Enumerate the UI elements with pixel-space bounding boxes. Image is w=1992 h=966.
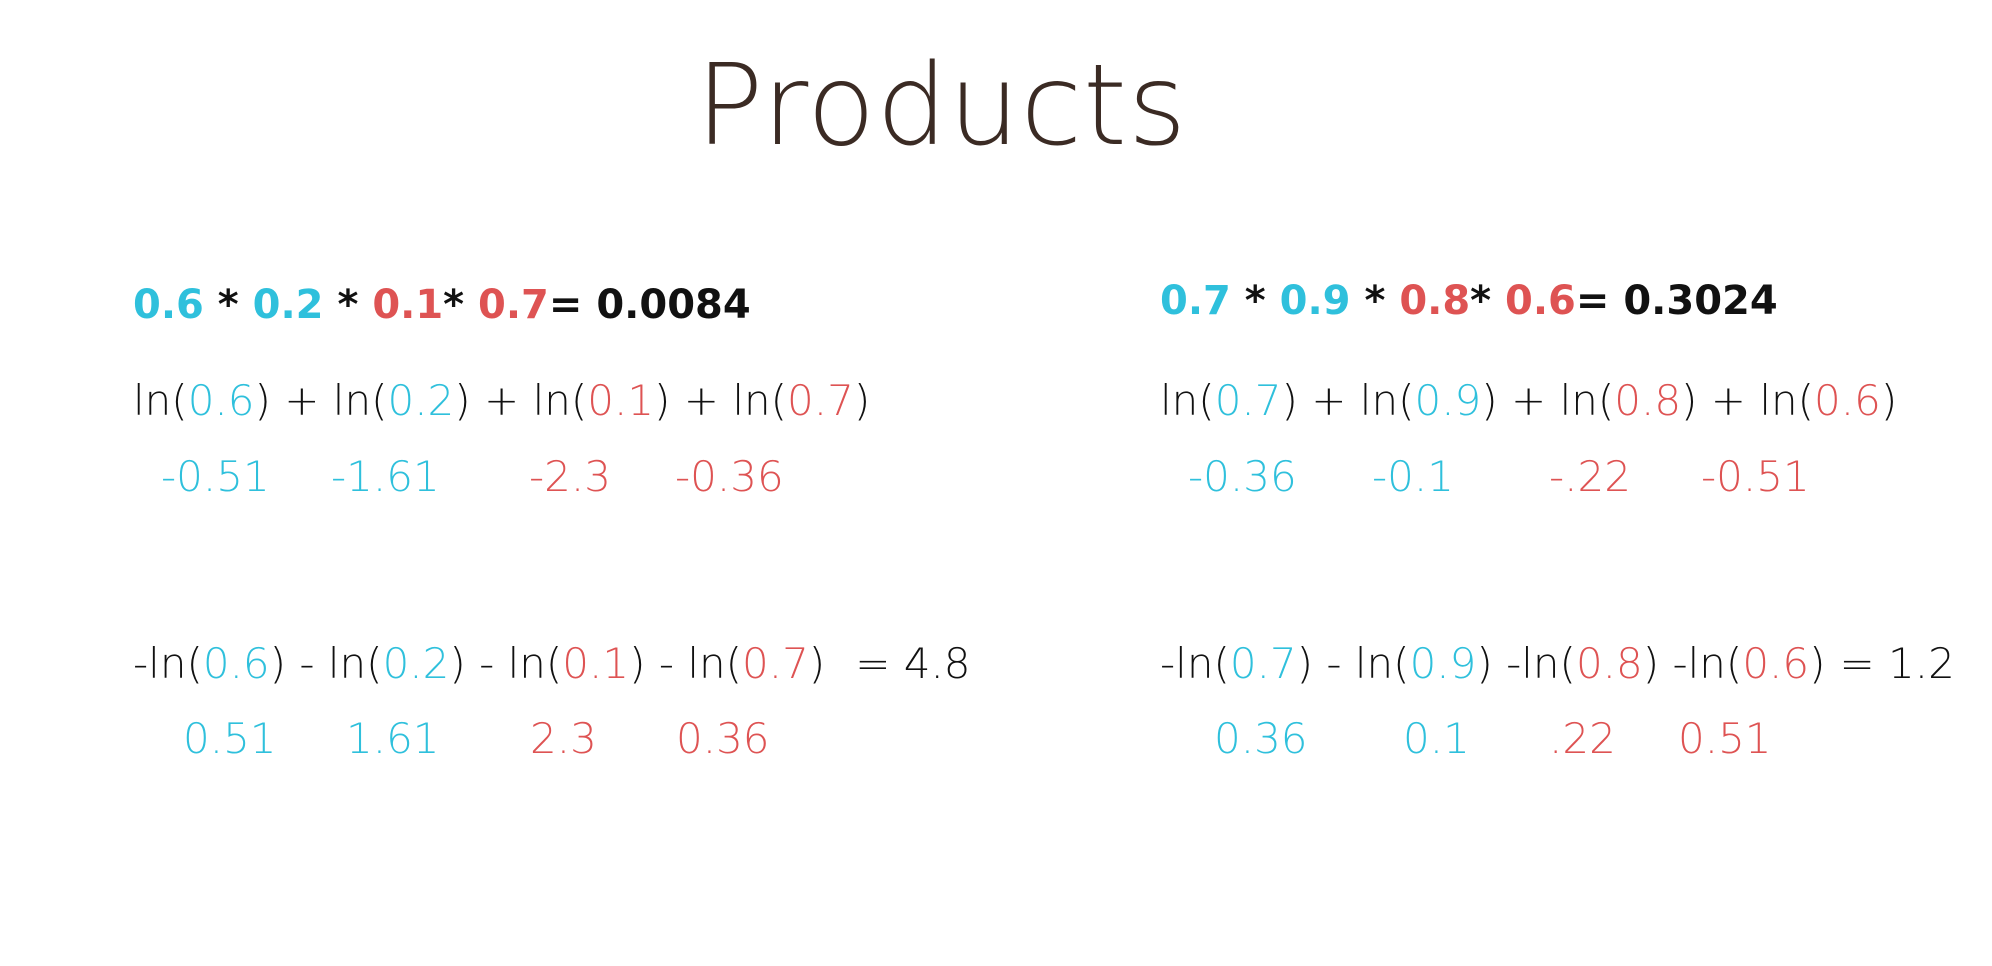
neg-log-term: 0.6 xyxy=(202,639,270,688)
ln-open: ln( xyxy=(1759,376,1815,425)
neg-log-term: 0.9 xyxy=(1409,639,1477,688)
log-value: -0.51 xyxy=(161,452,270,501)
multiply-sign: * xyxy=(1470,278,1492,324)
log-value: -0.36 xyxy=(1188,452,1297,501)
multiply-sign: * xyxy=(1244,278,1266,324)
log-values-row: -0.51 -1.61 -2.3 -0.36 xyxy=(133,456,933,506)
page-title: Products xyxy=(695,41,1188,171)
neg-log-sum-expression: -ln(0.7) - ln(0.9) -ln(0.8) -ln(0.6) = 1.… xyxy=(1160,643,1955,685)
neg-log-value: 1.61 xyxy=(346,714,440,763)
product-result: = 0.3024 xyxy=(1575,278,1778,324)
minus-ln-separator: ) - ln( xyxy=(629,639,742,688)
plus-sign: + xyxy=(1697,376,1760,425)
product-term: 0.6 xyxy=(133,282,204,328)
neg-log-term: 0.7 xyxy=(1229,639,1297,688)
neg-log-term: 0.1 xyxy=(562,639,630,688)
neg-log-value: 0.1 xyxy=(1403,714,1470,763)
neg-log-term: 0.8 xyxy=(1575,639,1643,688)
ln-close: ) xyxy=(1809,639,1826,688)
ln-close: ) xyxy=(1281,376,1298,425)
log-value: -0.1 xyxy=(1372,452,1454,501)
log-sum-expression: ln(0.6) + ln(0.2) + ln(0.1) + ln(0.7) xyxy=(133,380,870,422)
minus-ln-separator: ) - ln( xyxy=(1296,639,1410,688)
log-value: -0.36 xyxy=(675,452,784,501)
neg-log-value: 2.3 xyxy=(530,714,597,763)
ln-open: ln( xyxy=(1160,376,1215,425)
ln-open: ln( xyxy=(332,376,388,425)
plus-sign: + xyxy=(1297,376,1360,425)
neg-log-value: 0.51 xyxy=(183,714,277,763)
product-term: 0.6 xyxy=(1505,278,1576,324)
neg-log-term: 0.2 xyxy=(382,639,450,688)
ln-close: ) xyxy=(1481,376,1498,425)
product-equation: 0.6 * 0.2 * 0.1* 0.7= 0.0084 xyxy=(133,285,751,325)
ln-close: ) xyxy=(254,376,271,425)
right-example-panel: 0.7 * 0.9 * 0.8* 0.6= 0.3024 ln(0.7) + l… xyxy=(1160,0,1960,966)
log-value: -1.61 xyxy=(331,452,440,501)
product-term: 0.8 xyxy=(1399,278,1471,324)
product-term: 0.2 xyxy=(252,282,324,328)
ln-close: ) xyxy=(1681,376,1698,425)
log-term: 0.9 xyxy=(1414,376,1482,425)
neg-log-value: 0.36 xyxy=(1214,714,1308,763)
log-value: -0.51 xyxy=(1701,452,1810,501)
neg-log-result: = 4.8 xyxy=(855,639,971,688)
minus-ln-separator: ) - ln( xyxy=(269,639,383,688)
log-value: -.22 xyxy=(1549,452,1631,501)
ln-close: ) xyxy=(1880,376,1898,425)
neg-log-result: = 1.2 xyxy=(1839,639,1955,688)
log-term: 0.1 xyxy=(587,376,655,425)
plus-sign: + xyxy=(270,376,333,425)
product-result: = 0.0084 xyxy=(548,282,751,328)
product-term: 0.7 xyxy=(478,282,549,328)
left-example-panel: 0.6 * 0.2 * 0.1* 0.7= 0.0084 ln(0.6) + l… xyxy=(133,0,971,966)
neg-log-term: 0.6 xyxy=(1742,639,1810,688)
log-sum-expression: ln(0.7) + ln(0.9) + ln(0.8) + ln(0.6) xyxy=(1160,380,1897,422)
log-term: 0.6 xyxy=(1814,376,1881,425)
log-term: 0.7 xyxy=(1214,376,1282,425)
log-term: 0.8 xyxy=(1614,376,1682,425)
ln-open: ln( xyxy=(133,376,188,425)
neg-log-value: 0.51 xyxy=(1678,714,1772,763)
product-equation: 0.7 * 0.9 * 0.8* 0.6= 0.3024 xyxy=(1160,281,1778,321)
minus-ln-separator: ) - ln( xyxy=(449,639,563,688)
plus-sign: + xyxy=(470,376,533,425)
product-term: 0.1 xyxy=(372,282,444,328)
plus-sign: + xyxy=(1497,376,1560,425)
neg-log-values-row: 0.51 1.61 2.3 0.36 xyxy=(133,718,933,768)
multiply-sign: * xyxy=(443,282,465,328)
ln-open: ln( xyxy=(732,376,788,425)
log-term: 0.7 xyxy=(787,376,854,425)
ln-open: ln( xyxy=(532,376,588,425)
ln-close: ) xyxy=(654,376,671,425)
ln-close: ) xyxy=(808,639,826,688)
product-term: 0.9 xyxy=(1279,278,1351,324)
minus-ln-separator: ) -ln( xyxy=(1642,639,1743,688)
multiply-sign: * xyxy=(1364,278,1386,324)
neg-log-value: 0.36 xyxy=(676,714,770,763)
ln-open: ln( xyxy=(1559,376,1615,425)
log-term: 0.2 xyxy=(387,376,455,425)
log-value: -2.3 xyxy=(529,452,611,501)
ln-open: ln( xyxy=(1359,376,1415,425)
minus-ln-separator: ) -ln( xyxy=(1476,639,1576,688)
product-term: 0.7 xyxy=(1160,278,1231,324)
neg-log-value: .22 xyxy=(1549,714,1616,763)
neg-ln-open: -ln( xyxy=(133,639,203,688)
neg-log-term: 0.7 xyxy=(742,639,809,688)
neg-log-sum-expression: -ln(0.6) - ln(0.2) - ln(0.1) - ln(0.7) = … xyxy=(133,643,971,685)
neg-ln-open: -ln( xyxy=(1160,639,1230,688)
multiply-sign: * xyxy=(217,282,239,328)
ln-close: ) xyxy=(853,376,871,425)
multiply-sign: * xyxy=(337,282,359,328)
plus-sign: + xyxy=(670,376,733,425)
log-term: 0.6 xyxy=(187,376,255,425)
log-values-row: -0.36 -0.1 -.22 -0.51 xyxy=(1160,456,1960,506)
neg-log-values-row: 0.36 0.1 .22 0.51 xyxy=(1160,718,1960,768)
ln-close: ) xyxy=(454,376,471,425)
